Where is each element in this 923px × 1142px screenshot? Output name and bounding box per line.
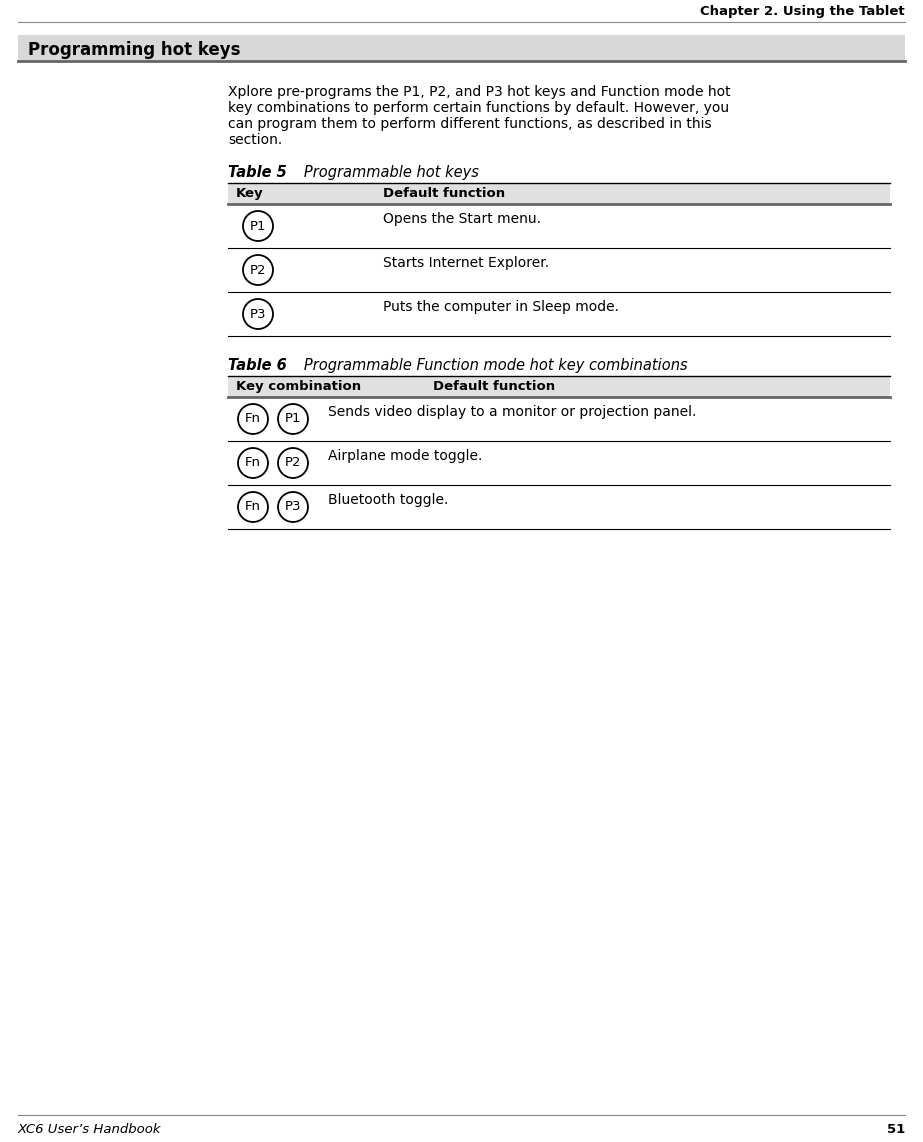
Text: 51: 51 — [887, 1123, 905, 1136]
Text: Fn: Fn — [245, 457, 261, 469]
Text: Xplore pre-programs the P1, P2, and P3 hot keys and Function mode hot: Xplore pre-programs the P1, P2, and P3 h… — [228, 85, 731, 99]
Text: Starts Internet Explorer.: Starts Internet Explorer. — [383, 256, 549, 270]
Text: Default function: Default function — [433, 380, 555, 393]
Text: Airplane mode toggle.: Airplane mode toggle. — [328, 449, 483, 463]
Text: Table 6: Table 6 — [228, 357, 287, 373]
Text: Key combination: Key combination — [236, 380, 361, 393]
Text: P3: P3 — [285, 500, 301, 514]
Text: Chapter 2. Using the Tablet: Chapter 2. Using the Tablet — [701, 5, 905, 18]
Text: P1: P1 — [285, 412, 301, 426]
Text: section.: section. — [228, 132, 282, 147]
Bar — [228, 377, 890, 397]
Text: XC6 User’s Handbook: XC6 User’s Handbook — [18, 1123, 162, 1136]
Text: P2: P2 — [250, 264, 266, 276]
Text: Programmable Function mode hot key combinations: Programmable Function mode hot key combi… — [290, 357, 688, 373]
Text: Default function: Default function — [383, 187, 505, 200]
Text: Programming hot keys: Programming hot keys — [28, 41, 241, 59]
Text: Bluetooth toggle.: Bluetooth toggle. — [328, 493, 449, 507]
Text: can program them to perform different functions, as described in this: can program them to perform different fu… — [228, 116, 712, 131]
Text: Key: Key — [236, 187, 264, 200]
Text: Fn: Fn — [245, 412, 261, 426]
Text: Opens the Start menu.: Opens the Start menu. — [383, 212, 541, 226]
Text: P2: P2 — [285, 457, 301, 469]
Text: Fn: Fn — [245, 500, 261, 514]
Text: P1: P1 — [250, 219, 266, 233]
Text: Programmable hot keys: Programmable hot keys — [290, 164, 479, 180]
Text: key combinations to perform certain functions by default. However, you: key combinations to perform certain func… — [228, 100, 729, 115]
Bar — [18, 35, 905, 61]
Text: Table 5: Table 5 — [228, 164, 287, 180]
Text: Sends video display to a monitor or projection panel.: Sends video display to a monitor or proj… — [328, 405, 696, 419]
Bar — [228, 184, 890, 204]
Text: Puts the computer in Sleep mode.: Puts the computer in Sleep mode. — [383, 300, 619, 314]
Text: P3: P3 — [250, 307, 266, 321]
